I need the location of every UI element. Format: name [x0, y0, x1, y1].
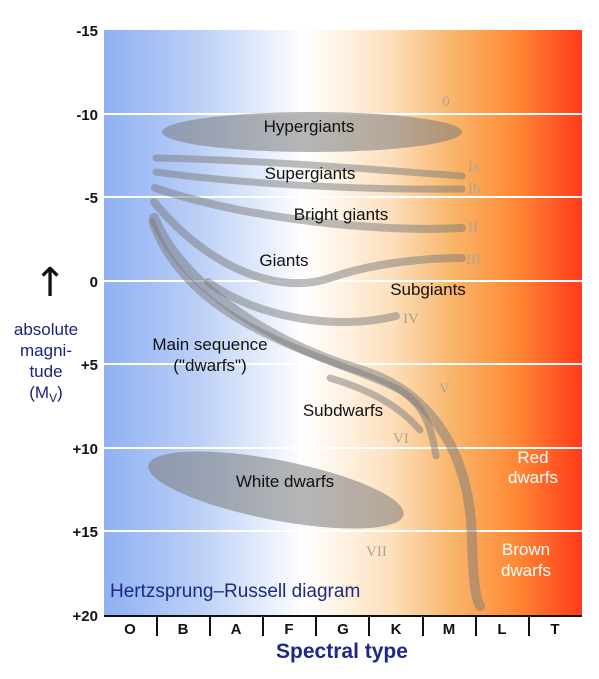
y-tick: 0: [90, 274, 98, 291]
giants-band: [150, 198, 466, 288]
subgiants-band: [204, 278, 400, 327]
x-axis-title: Spectral type: [276, 640, 408, 663]
main-sequence-label: Main sequence: [152, 335, 267, 354]
stellar-bands: [148, 112, 485, 611]
x-tick: T: [550, 621, 559, 638]
y-tick: +10: [73, 441, 98, 458]
up-arrow-icon: ↑: [33, 260, 67, 306]
class-v-label: V: [439, 381, 450, 397]
x-tick: O: [124, 621, 136, 638]
y-axis-ticks: -15 -10 -5 0 +5 +10 +15 +20: [73, 23, 98, 625]
hypergiants-label: Hypergiants: [264, 117, 355, 136]
class-ii-label: II: [468, 220, 478, 236]
y-tick: -5: [85, 190, 98, 207]
y-label-line-3: tude: [29, 362, 62, 381]
bright-giants-label: Bright giants: [294, 205, 389, 224]
x-tick: M: [443, 621, 456, 638]
x-tick: K: [391, 621, 402, 638]
class-ib-label: Ib: [468, 181, 481, 197]
supergiants-ia-band: [152, 154, 466, 180]
y-axis-label: ↑ absolute magni- tude (MV): [14, 260, 78, 405]
x-axis: O B A F G K M L T Spectral type: [104, 615, 582, 663]
y-label-symbol: (MV): [29, 383, 63, 405]
supergiants-label: Supergiants: [265, 164, 356, 183]
diagram-title: Hertzsprung–Russell diagram: [110, 581, 360, 602]
x-tick: B: [178, 621, 189, 638]
region-labels: Hypergiants Supergiants Bright giants Gi…: [152, 117, 558, 580]
subgiants-label: Subgiants: [390, 280, 466, 299]
luminosity-class-labels: 0 Ia Ib II III IV V VI VII: [366, 94, 481, 560]
giants-label: Giants: [259, 251, 308, 270]
class-iii-label: III: [466, 252, 481, 268]
y-tick: +20: [73, 608, 98, 625]
y-label-line-1: absolute: [14, 320, 78, 339]
brown-dwarfs-label-2: dwarfs: [501, 561, 551, 580]
red-dwarfs-label-2: dwarfs: [508, 468, 558, 487]
bright-giants-band: [151, 184, 466, 233]
x-tick: F: [284, 621, 293, 638]
class-vii-label: VII: [366, 544, 387, 560]
y-label-line-2: magni-: [20, 341, 72, 360]
hypergiants-band: [162, 112, 462, 152]
y-tick: +15: [73, 524, 98, 541]
class-vi-label: VI: [393, 431, 409, 447]
subdwarfs-band: [326, 374, 424, 434]
x-tick: A: [231, 621, 242, 638]
white-dwarfs-label: White dwarfs: [236, 472, 334, 491]
y-tick: +5: [81, 357, 98, 374]
y-tick: -15: [76, 23, 98, 40]
class-0-label: 0: [442, 94, 450, 110]
supergiants-ib-band: [152, 168, 466, 193]
x-tick: L: [497, 621, 506, 638]
subdwarfs-label: Subdwarfs: [303, 401, 383, 420]
white-dwarfs-band: [148, 451, 404, 529]
brown-dwarfs-label-1: Brown: [502, 540, 550, 559]
class-ia-label: Ia: [468, 159, 480, 175]
red-dwarfs-label-1: Red: [517, 448, 548, 467]
x-tick: G: [337, 621, 349, 638]
class-iv-label: IV: [403, 311, 419, 327]
y-tick: -10: [76, 107, 98, 124]
main-sequence-lower-band: [148, 218, 440, 460]
dwarfs-label: ("dwarfs"): [173, 356, 246, 375]
